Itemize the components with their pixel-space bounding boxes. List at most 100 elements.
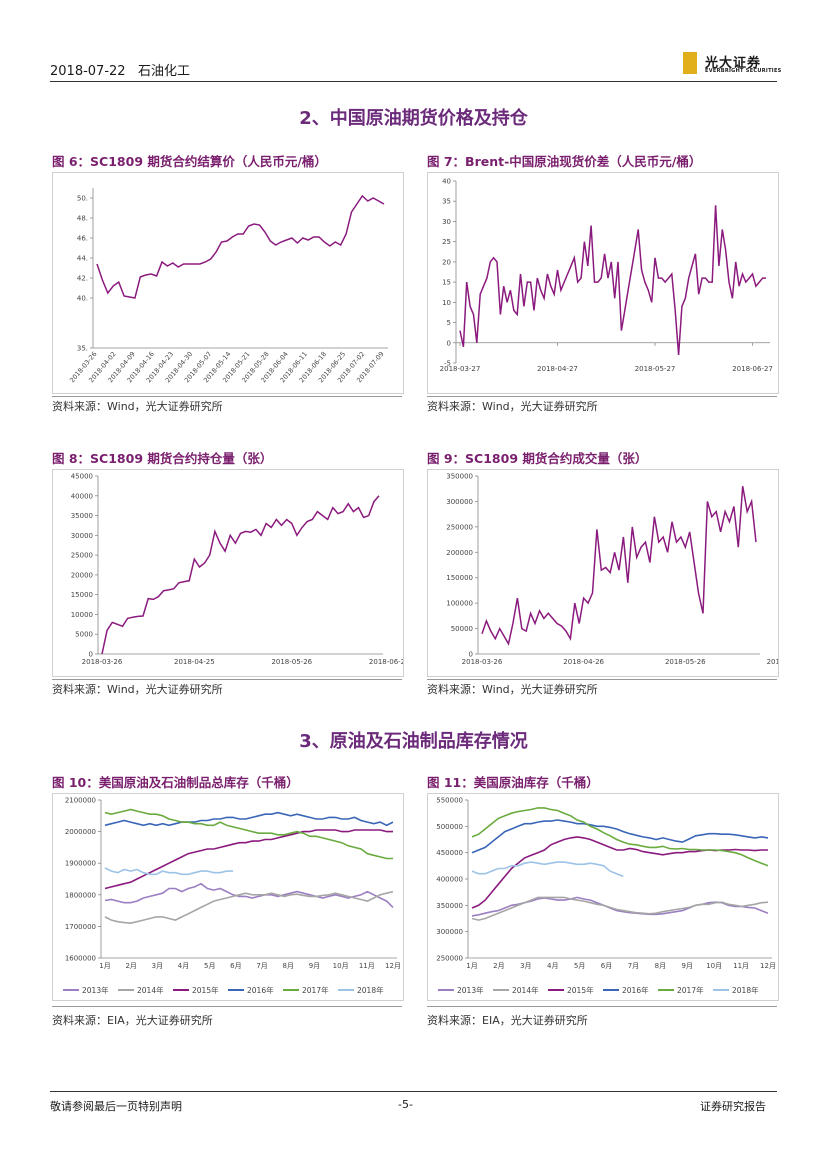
figure-9-chart: 0 50000 100000 150000 200000 250000 300000 3500… <box>427 469 779 677</box>
x-tick-label: 2018-04-26 <box>563 658 604 666</box>
y-tick-label: 20000 <box>71 571 93 579</box>
page-number: -5- <box>398 1098 413 1111</box>
figure-8-source: 资料来源：Wind，光大证券研究所 <box>52 683 223 696</box>
x-tick-label: 2018-06-25 <box>369 658 403 666</box>
y-tick-label: 1800000 <box>65 891 96 899</box>
x-tick-label: 7月 <box>628 962 639 970</box>
y-tick-label: 45000 <box>71 473 93 481</box>
x-tick-label: 9月 <box>682 962 693 970</box>
legend-label: 2015年 <box>567 985 594 995</box>
footer-rule <box>50 1091 777 1092</box>
figure-9-source: 资料来源：Wind，光大证券研究所 <box>427 683 598 696</box>
x-tick-label: 4月 <box>178 962 189 970</box>
y-tick-label: 30000 <box>71 532 93 540</box>
logo-mark-icon <box>683 52 697 74</box>
y-tick-label: 250000 <box>446 523 473 531</box>
y-tick-label: 25 <box>442 238 451 246</box>
y-tick-label: 300000 <box>446 498 473 506</box>
x-tick-label: 1月 <box>99 962 110 970</box>
legend-label: 2014年 <box>512 985 539 995</box>
x-tick-label: 11月 <box>733 962 749 970</box>
y-tick-label: 35 <box>442 198 451 206</box>
figure-7-chart: 40 35 30 25 20 15 10 5 0 -5 2018-03-27 2018-04-27 20… <box>427 172 779 394</box>
x-tick-label: 2月 <box>493 962 504 970</box>
y-tick-label: 0 <box>89 651 93 659</box>
y-tick-label: 15 <box>442 279 451 287</box>
figure-10-title: 图 10：美国原油及石油制品总库存（千桶） <box>52 775 299 790</box>
x-tick-label: 3月 <box>152 962 163 970</box>
footer-disclaimer: 敬请参阅最后一页特别声明 <box>50 1100 182 1113</box>
legend-label: 2017年 <box>677 985 704 995</box>
y-tick-label: 350000 <box>446 473 473 481</box>
figure-6-title: 图 6：SC1809 期货合约结算价（人民币元/桶） <box>52 154 327 169</box>
report-date: 2018-07-22 石油化工 <box>50 60 190 79</box>
series-line-2016年 <box>104 811 394 827</box>
x-tick-label: 12月 <box>385 962 401 970</box>
y-tick-label: -5 <box>444 360 451 368</box>
footer-report-type: 证券研究报告 <box>700 1100 766 1113</box>
y-tick-label: 10000 <box>71 611 93 619</box>
x-tick-label: 6月 <box>601 962 612 970</box>
series-line-2018年 <box>471 861 624 878</box>
series-line-main <box>96 194 385 299</box>
x-tick-label: 2018-03-26 <box>82 658 123 666</box>
y-tick-label: 450000 <box>436 849 463 857</box>
y-tick-label: 30 <box>442 218 451 226</box>
figure-7-title: 图 7：Brent-中国原油现货价差（人民币元/桶） <box>427 154 702 169</box>
figure-11-title: 图 11：美国原油库存（千桶） <box>427 775 599 790</box>
y-tick-label: 50. <box>77 195 88 203</box>
legend-label: 2015年 <box>192 985 219 995</box>
x-tick-label: 2018-04-27 <box>537 365 578 373</box>
y-tick-label: 42. <box>77 275 88 283</box>
x-tick-label: 9月 <box>309 962 320 970</box>
x-tick-label: 2018-03-26 <box>462 658 503 666</box>
figure-9-title: 图 9：SC1809 期货合约成交量（张） <box>427 451 648 466</box>
figure-8-title: 图 8：SC1809 期货合约持仓量（张） <box>52 451 273 466</box>
y-tick-label: 10 <box>442 299 451 307</box>
legend-label: 2018年 <box>357 985 384 995</box>
y-tick-label: 40000 <box>71 492 93 500</box>
y-tick-label: 1600000 <box>65 955 96 963</box>
y-tick-label: 0 <box>469 651 473 659</box>
x-tick-label: 5月 <box>574 962 585 970</box>
series-line-2018年 <box>104 867 233 876</box>
legend-label: 2013年 <box>457 985 484 995</box>
y-tick-label: 46. <box>77 235 88 243</box>
figure-6-chart: 35. 40. 42. 44. 46. 48. 50. 2018-03-26 2018-04-0… <box>52 172 404 394</box>
legend-label: 2013年 <box>82 985 109 995</box>
x-tick-label: 11月 <box>359 962 375 970</box>
y-tick-label: 5000 <box>75 631 93 639</box>
x-tick-label: 2018-05-26 <box>271 658 312 666</box>
y-tick-label: 2100000 <box>65 797 96 805</box>
sector-text: 石油化工 <box>137 64 190 79</box>
y-tick-label: 44. <box>77 255 88 263</box>
company-logo: 光大证券 EVERBRIGHT SECURITIES <box>683 52 783 78</box>
legend-label: 2014年 <box>137 985 164 995</box>
x-tick-label: 2018-03-27 <box>440 365 481 373</box>
y-tick-label: 2000000 <box>65 828 96 836</box>
y-tick-label: 35. <box>77 345 88 353</box>
section-title-3: 3、原油及石油制品库存情况 <box>299 731 528 752</box>
series-line-2015年 <box>104 829 393 890</box>
x-tick-label: 5月 <box>204 962 215 970</box>
x-tick-label: 12月 <box>760 962 776 970</box>
y-tick-label: 50000 <box>451 625 473 633</box>
series-line-2016年 <box>471 819 769 854</box>
x-tick-label: 8月 <box>283 962 294 970</box>
y-tick-label: 200000 <box>446 549 473 557</box>
series-line-2017年 <box>104 808 393 860</box>
figure-11-source: 资料来源：EIA，光大证券研究所 <box>427 1014 588 1027</box>
figure-11-chart: 250000 300000 350000 400000 450000 500000 5500… <box>427 793 779 1001</box>
logo-english: EVERBRIGHT SECURITIES <box>705 68 782 74</box>
figure-8-chart: 0 5000 10000 15000 20000 25000 30000 35000 40000… <box>52 469 404 677</box>
legend-label: 2018年 <box>732 985 759 995</box>
series-line-2014年 <box>471 896 769 921</box>
series-line-main <box>101 495 380 655</box>
x-tick-label: 10月 <box>333 962 349 970</box>
y-tick-label: 48. <box>77 215 88 223</box>
figure-10-source: 资料来源：EIA，光大证券研究所 <box>52 1014 213 1027</box>
y-tick-label: 350000 <box>436 902 463 910</box>
x-tick-label: 2018-06-27 <box>732 365 773 373</box>
series-line-2014年 <box>104 890 394 925</box>
x-tick-label: 4月 <box>547 962 558 970</box>
